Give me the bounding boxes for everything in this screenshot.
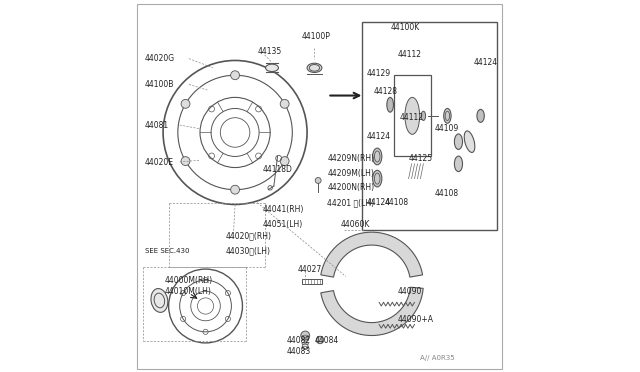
Text: 44112: 44112 (397, 51, 422, 60)
Ellipse shape (464, 131, 475, 153)
Circle shape (230, 71, 239, 80)
Bar (362, 22, 497, 230)
Text: 44129: 44129 (366, 69, 390, 78)
Text: 44109: 44109 (435, 124, 459, 133)
Text: 44135: 44135 (257, 47, 282, 56)
Circle shape (230, 185, 239, 194)
Ellipse shape (266, 64, 278, 71)
Text: 44112: 44112 (399, 113, 424, 122)
Bar (394, 75, 431, 157)
Text: 44108: 44108 (385, 198, 409, 207)
Ellipse shape (387, 97, 394, 112)
Text: 44083: 44083 (287, 347, 311, 356)
Circle shape (181, 157, 190, 166)
Text: 44060K: 44060K (340, 220, 370, 229)
Circle shape (181, 99, 190, 108)
Text: 44100P: 44100P (301, 32, 330, 41)
Text: 44041(RH): 44041(RH) (263, 205, 304, 215)
Text: 44128: 44128 (374, 87, 397, 96)
Ellipse shape (405, 97, 420, 134)
Text: 44209N(RH): 44209N(RH) (328, 154, 374, 163)
Text: 44108: 44108 (435, 189, 459, 198)
Text: A// A0R35: A// A0R35 (420, 355, 454, 361)
Text: 44051(LH): 44051(LH) (263, 220, 303, 229)
Text: 44201 　(LH): 44201 (LH) (328, 198, 374, 207)
Ellipse shape (307, 63, 322, 73)
Text: 44125: 44125 (408, 154, 433, 163)
Ellipse shape (444, 109, 451, 123)
Text: 44082: 44082 (287, 336, 311, 345)
Text: 44100B: 44100B (145, 80, 174, 89)
Text: SEE SEC.430: SEE SEC.430 (145, 248, 189, 254)
Text: 44124: 44124 (473, 58, 497, 67)
Text: 44020E: 44020E (145, 157, 173, 167)
Text: 44090: 44090 (397, 287, 422, 296)
Circle shape (316, 177, 321, 183)
Ellipse shape (372, 148, 382, 165)
Polygon shape (321, 232, 422, 277)
Circle shape (316, 336, 324, 344)
Bar (301, 279, 322, 284)
Text: 44020G: 44020G (145, 54, 175, 63)
Text: 44020　(RH): 44020 (RH) (226, 231, 272, 240)
Ellipse shape (477, 109, 484, 122)
Polygon shape (321, 287, 423, 336)
Text: 44000M(RH): 44000M(RH) (165, 276, 213, 285)
Text: 44081: 44081 (145, 121, 169, 129)
Text: 44090+A: 44090+A (397, 315, 433, 324)
Text: 44010M(LH): 44010M(LH) (165, 287, 212, 296)
Ellipse shape (151, 289, 168, 312)
Circle shape (280, 157, 289, 166)
Text: 44100K: 44100K (390, 23, 419, 32)
Ellipse shape (454, 134, 463, 150)
Circle shape (280, 99, 289, 108)
Ellipse shape (454, 156, 463, 171)
Text: 44209M(LH): 44209M(LH) (328, 169, 374, 177)
Ellipse shape (421, 111, 426, 121)
Circle shape (301, 331, 310, 340)
Text: 44084: 44084 (314, 336, 339, 345)
Text: 44124: 44124 (366, 132, 390, 141)
Text: 44027: 44027 (298, 264, 322, 273)
Text: 44118D: 44118D (263, 165, 292, 174)
Text: 44030　(LH): 44030 (LH) (226, 246, 271, 255)
Ellipse shape (372, 170, 382, 187)
Text: 44200N(RH): 44200N(RH) (328, 183, 374, 192)
Text: 44124: 44124 (366, 198, 390, 207)
